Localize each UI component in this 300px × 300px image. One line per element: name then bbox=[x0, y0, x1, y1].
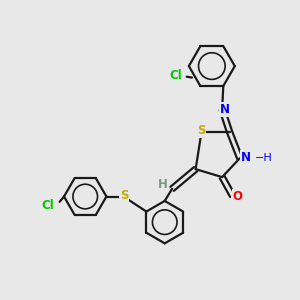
Text: N: N bbox=[241, 151, 251, 164]
Text: −H: −H bbox=[254, 153, 272, 163]
Text: Cl: Cl bbox=[169, 69, 182, 82]
Text: N: N bbox=[220, 103, 230, 116]
Text: H: H bbox=[158, 178, 168, 191]
Text: S: S bbox=[197, 124, 205, 137]
Text: O: O bbox=[233, 190, 243, 203]
Text: S: S bbox=[120, 189, 128, 202]
Text: Cl: Cl bbox=[41, 199, 54, 212]
